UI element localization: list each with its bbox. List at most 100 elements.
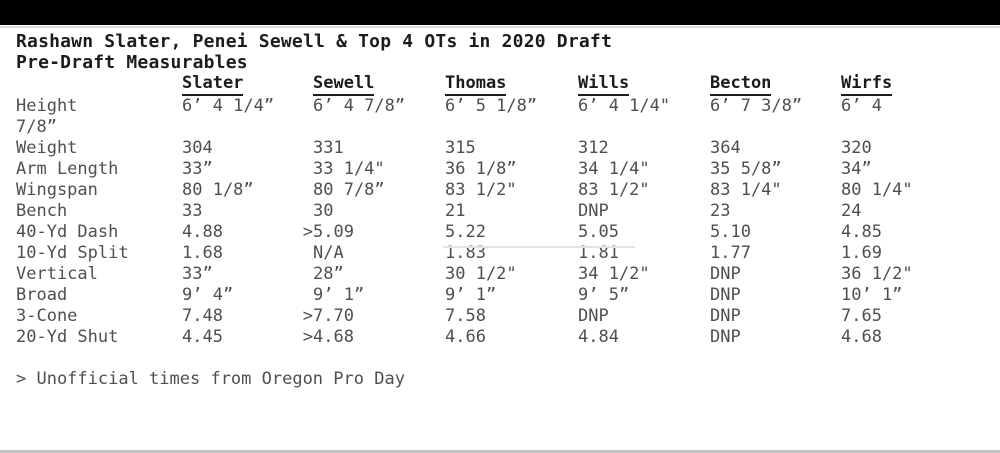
row-label: Bench xyxy=(16,201,68,221)
col-header-label: Slater xyxy=(182,73,244,96)
cell-becton: DNP xyxy=(710,264,741,284)
col-header-wills: Wills xyxy=(578,73,710,96)
cell-wills: 312 xyxy=(578,138,609,158)
row-label: 3-Cone xyxy=(16,306,78,326)
cell-slater: 33” xyxy=(182,264,213,284)
cell-wirfs: 34” xyxy=(841,159,872,179)
row-label: Wingspan xyxy=(16,180,98,200)
page-title: Rashawn Slater, Penei Sewell & Top 4 OTs… xyxy=(16,31,612,52)
table-row-40-yd-dash: 40-Yd Dash 4.88 >5.09 5.22 5.05 5.10 4.85 xyxy=(16,222,1000,243)
table-row-20-yd-shut: 20-Yd Shut 4.45 >4.68 4.66 4.84 DNP 4.68 xyxy=(16,327,1000,348)
cell-wills: 6’ 4 1/4" xyxy=(578,96,671,116)
cell-becton: 6’ 7 3/8” xyxy=(710,96,803,116)
cell-sewell: 331 xyxy=(313,138,344,158)
row-label: 10-Yd Split xyxy=(16,243,129,263)
cell-becton: 83 1/4" xyxy=(710,180,782,200)
cell-slater: 7.48 xyxy=(182,306,223,326)
unofficial-time-value: >7.70 xyxy=(302,306,354,326)
col-header-becton: Becton xyxy=(710,73,841,96)
col-header-label: Wills xyxy=(578,73,630,96)
cell-sewell: N/A xyxy=(313,243,344,263)
footnote: > Unofficial times from Oregon Pro Day xyxy=(16,369,405,389)
table-row-bench: Bench 33 30 21 DNP 23 24 xyxy=(16,201,1000,222)
col-header-wirfs: Wirfs xyxy=(841,73,893,96)
cell-wirfs: 4.68 xyxy=(841,327,882,347)
row-label: 40-Yd Dash xyxy=(16,222,119,242)
col-header-sewell: Sewell xyxy=(313,73,445,96)
cell-becton: 23 xyxy=(710,201,731,221)
col-header-label: Thomas xyxy=(445,73,507,96)
cell-thomas: 83 1/2" xyxy=(445,180,517,200)
cell-slater: 80 1/8” xyxy=(182,180,254,200)
row-label: Broad xyxy=(16,285,68,305)
table-row-3-cone: 3-Cone 7.48 >7.70 7.58 DNP DNP 7.65 xyxy=(16,306,1000,327)
cell-wills: DNP xyxy=(578,306,609,326)
col-header-slater: Slater xyxy=(182,73,313,96)
cell-wirfs: 80 1/4" xyxy=(841,180,913,200)
cell-wirfs: 1.69 xyxy=(841,243,882,263)
cell-sewell: 9’ 1” xyxy=(313,285,365,305)
cell-wills: 34 1/2" xyxy=(578,264,650,284)
cell-becton: DNP xyxy=(710,327,741,347)
cell-thomas: 4.66 xyxy=(445,327,486,347)
cell-wills: 34 1/4" xyxy=(578,159,650,179)
wrapped-value-line: 7/8” xyxy=(16,117,1000,138)
top-divider-line xyxy=(0,26,1000,28)
cell-wirfs: 7.65 xyxy=(841,306,882,326)
cell-sewell: 33 1/4" xyxy=(313,159,385,179)
measurables-table: Slater Sewell Thomas Wills Becton Wirfs Height… xyxy=(16,73,1000,348)
cell-sewell: 6’ 4 7/8” xyxy=(313,96,406,116)
cell-wirfs: 24 xyxy=(841,201,862,221)
row-label: Arm Length xyxy=(16,159,119,179)
cell-sewell: 28” xyxy=(313,264,344,284)
col-header-label: Becton xyxy=(710,73,772,96)
cell-becton: DNP xyxy=(710,306,741,326)
col-header-label: Sewell xyxy=(313,73,375,96)
table-row-arm-length: Arm Length 33” 33 1/4" 36 1/8” 34 1/4" 35 5/8… xyxy=(16,159,1000,180)
table-row-weight: Weight 304 331 315 312 364 320 xyxy=(16,138,1000,159)
cell-sewell: 80 7/8” xyxy=(313,180,385,200)
cell-wirfs: 10’ 1” xyxy=(841,285,903,305)
letterbox-top-bar xyxy=(0,0,1000,25)
cell-becton: 1.77 xyxy=(710,243,751,263)
unofficial-time-value: >5.09 xyxy=(302,222,354,242)
cell-slater: 33” xyxy=(182,159,213,179)
row-label: Height xyxy=(16,96,78,116)
cell-becton: 5.10 xyxy=(710,222,751,242)
cell-wirfs: 6’ 4 xyxy=(841,96,882,116)
cell-slater: 304 xyxy=(182,138,213,158)
col-header-thomas: Thomas xyxy=(445,73,578,96)
wrapped-value: 7/8” xyxy=(16,117,57,137)
table-row-10-yd-split: 10-Yd Split 1.68 N/A 1.83 1.81 1.77 1.69 xyxy=(16,243,1000,264)
cell-thomas: 6’ 5 1/8” xyxy=(445,96,538,116)
col-header-label: Wirfs xyxy=(841,73,893,96)
cell-thomas: 315 xyxy=(445,138,476,158)
cell-thomas: 30 1/2" xyxy=(445,264,517,284)
cell-sewell: >5.09 xyxy=(302,222,445,243)
cell-slater: 6’ 4 1/4” xyxy=(182,96,275,116)
row-label: 20-Yd Shut xyxy=(16,327,119,347)
page-subtitle: Pre-Draft Measurables xyxy=(16,52,248,73)
cell-wirfs: 36 1/2" xyxy=(841,264,913,284)
bottom-divider-line xyxy=(0,450,1000,453)
unofficial-time-value: >4.68 xyxy=(302,327,354,347)
cell-becton: 364 xyxy=(710,138,741,158)
faint-underline-artifact xyxy=(443,246,635,248)
cell-slater: 33 xyxy=(182,201,203,221)
cell-becton: DNP xyxy=(710,285,741,305)
row-label: Weight xyxy=(16,138,78,158)
cell-thomas: 7.58 xyxy=(445,306,486,326)
cell-sewell: >4.68 xyxy=(302,327,445,348)
cell-sewell: >7.70 xyxy=(302,306,445,327)
cell-wirfs: 320 xyxy=(841,138,872,158)
table-header-row: Slater Sewell Thomas Wills Becton Wirfs xyxy=(16,73,1000,96)
cell-wills: DNP xyxy=(578,201,609,221)
measurables-panel: Rashawn Slater, Penei Sewell & Top 4 OTs… xyxy=(16,31,1000,390)
cell-thomas: 21 xyxy=(445,201,466,221)
cell-thomas: 5.22 xyxy=(445,222,486,242)
cell-thomas: 1.83 xyxy=(445,243,486,263)
table-row-broad: Broad 9’ 4” 9’ 1” 9’ 1” 9’ 5” DNP 10’ 1” xyxy=(16,285,1000,306)
table-row-vertical: Vertical 33” 28” 30 1/2" 34 1/2" DNP 36 1/2" xyxy=(16,264,1000,285)
cell-wills: 1.81 xyxy=(578,243,619,263)
cell-wirfs: 4.85 xyxy=(841,222,882,242)
